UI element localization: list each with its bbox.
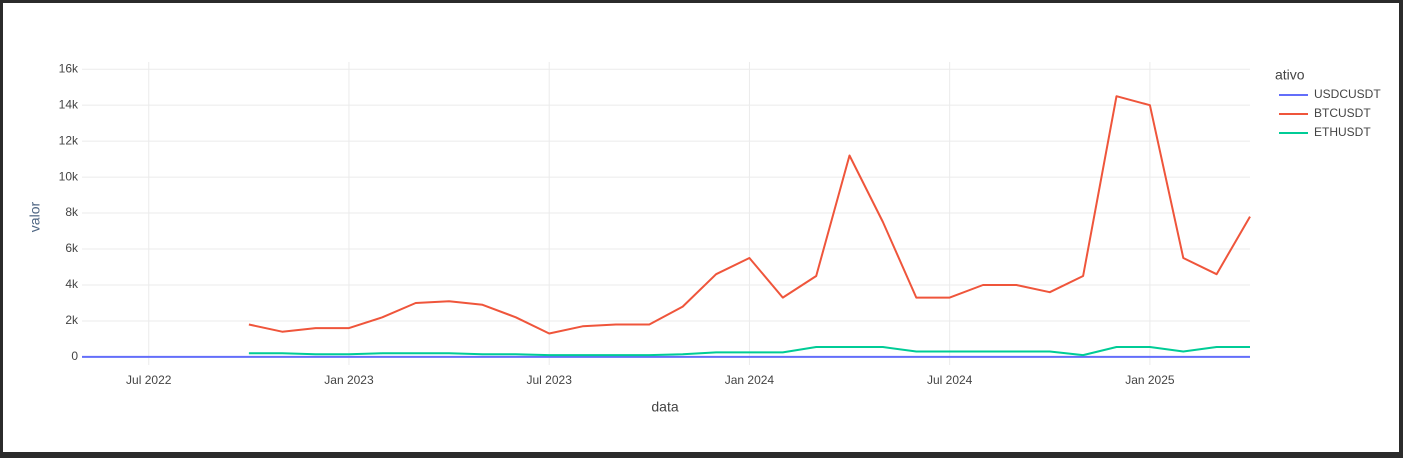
series-line [248,346,1250,357]
legend-label: USDCUSDT [1314,87,1381,101]
y-axis-title: valor [27,201,43,232]
y-tick-label: 16k [59,61,79,75]
x-axis-title: data [651,399,678,415]
x-tick-label: Jul 2022 [126,373,172,387]
x-tick-label: Jan 2024 [725,373,775,387]
x-tick-label: Jul 2024 [927,373,973,387]
y-tick-label: 12k [59,133,79,147]
y-tick-label: 2k [65,313,79,327]
y-tick-label: 0 [71,349,78,363]
legend-label: ETHUSDT [1314,125,1371,139]
y-tick-label: 14k [59,97,79,111]
legend-title: ativo [1275,67,1305,83]
background [3,3,1399,452]
x-tick-label: Jan 2023 [324,373,374,387]
y-tick-label: 4k [65,277,79,291]
x-tick-label: Jul 2023 [527,373,573,387]
x-tick-label: Jan 2025 [1125,373,1175,387]
y-tick-label: 10k [59,169,79,183]
series-line [248,95,1251,335]
y-tick-label: 8k [65,205,79,219]
legend-label: BTCUSDT [1314,106,1371,120]
y-tick-label: 6k [65,241,79,255]
